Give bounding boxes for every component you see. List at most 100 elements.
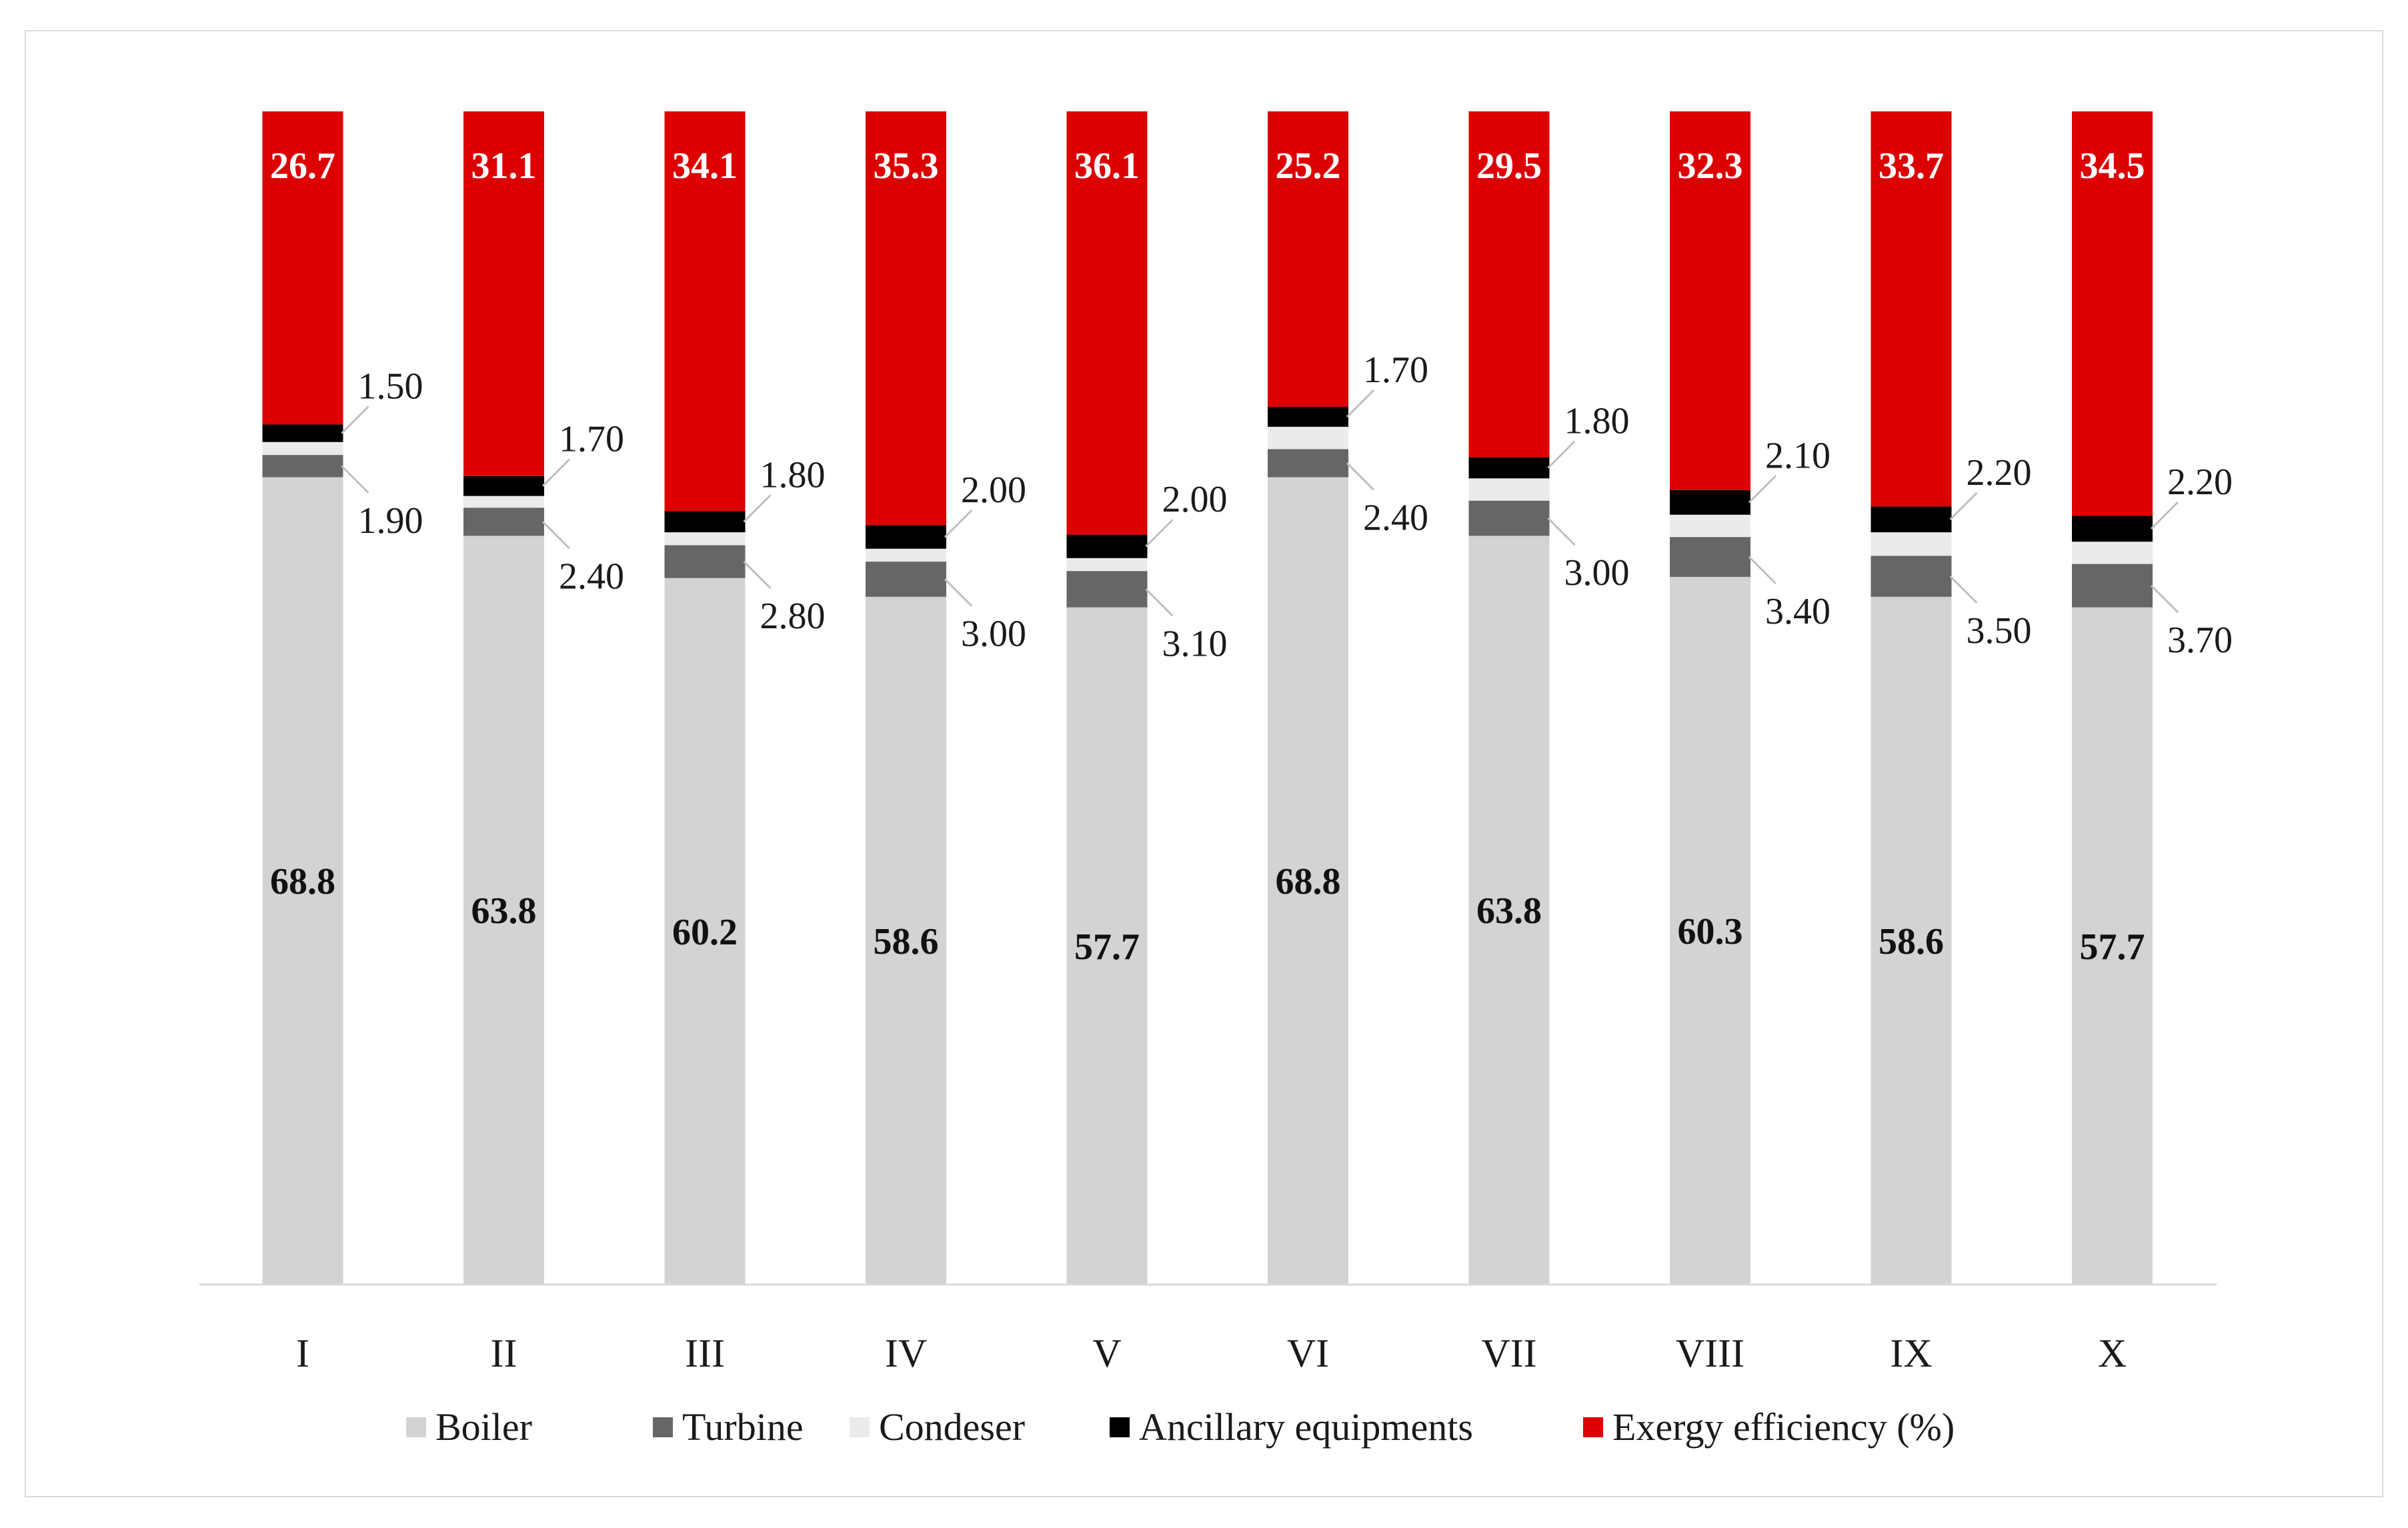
legend-label-exergy-efficiency: Exergy efficiency (%) (1612, 1405, 1955, 1449)
label-turbine-i: 1.90 (358, 500, 423, 542)
label-boiler-vii: 63.8 (1476, 890, 1542, 932)
leader-turbine-iv (944, 578, 973, 607)
label-turbine-v: 3.10 (1162, 623, 1228, 664)
legend-label-turbine: Turbine (682, 1405, 804, 1449)
leader-ancillary-ix (1949, 492, 1978, 520)
bar-ancillary-equipments-vi (1268, 407, 1348, 427)
leader-turbine-vii (1547, 517, 1576, 546)
label-exergy-viii: 32.3 (1678, 145, 1743, 187)
label-turbine-ii: 2.40 (559, 556, 624, 597)
chart-frame: 68.8 26.7 63.8 31.1 60.2 34.1 58.6 35.3 57.7 36.1… (25, 30, 2383, 1497)
legend-swatch-exergy-efficiency (1583, 1417, 1603, 1437)
leader-turbine-ix (1949, 575, 1978, 604)
bar-ancillary-equipments-iv (866, 525, 946, 549)
legend: Boiler Turbine Condeser Ancillary equipment… (406, 1405, 1955, 1449)
label-exergy-v: 36.1 (1074, 145, 1140, 187)
label-boiler-iv: 58.6 (874, 921, 939, 962)
legend-swatch-turbine (653, 1417, 673, 1437)
label-ancillary-iv: 2.00 (961, 470, 1026, 511)
bar-ancillary-equipments-iii (664, 511, 746, 533)
label-turbine-viii: 3.40 (1765, 591, 1831, 632)
leader-ancillary-i (341, 406, 369, 434)
x-tick-vi: VI (1287, 1331, 1329, 1375)
bar-ancillary-equipments-x (2072, 516, 2153, 542)
leader-turbine-ii (541, 521, 571, 550)
x-tick-x: X (2098, 1331, 2127, 1375)
label-turbine-iv: 3.00 (961, 613, 1026, 654)
bar-turbine-v (1066, 571, 1148, 608)
label-exergy-ix: 33.7 (1879, 145, 1944, 187)
callouts-layer: 1.50 1.90 1.70 2.40 1.80 2.80 2.00 3.00 2.00 3.10… (341, 349, 2233, 664)
legend-swatch-condeser (850, 1417, 870, 1437)
bar-condeser-viii (1670, 514, 1750, 538)
legend-swatch-boiler (406, 1417, 426, 1437)
leader-turbine-i (341, 465, 369, 494)
leader-ancillary-v (1145, 519, 1174, 548)
legend-label-condeser: Condeser (879, 1405, 1025, 1449)
bar-exergy-efficiency-i (262, 111, 343, 425)
bar-boiler-v (1066, 607, 1148, 1284)
label-boiler-vi: 68.8 (1276, 861, 1341, 902)
label-turbine-vii: 3.00 (1564, 552, 1630, 594)
bar-turbine-viii (1670, 537, 1750, 577)
leader-turbine-v (1145, 588, 1174, 617)
bar-exergy-efficiency-viii (1670, 111, 1750, 490)
x-tick-vii: VII (1481, 1331, 1536, 1375)
label-turbine-iii: 2.80 (760, 596, 826, 637)
label-boiler-x: 57.7 (2080, 926, 2145, 968)
label-exergy-iii: 34.1 (672, 145, 738, 187)
label-exergy-vi: 25.2 (1276, 145, 1341, 187)
x-tick-i: I (296, 1331, 309, 1375)
leader-turbine-viii (1748, 556, 1777, 585)
label-boiler-v: 57.7 (1074, 926, 1140, 968)
bar-condeser-iv (866, 548, 946, 562)
label-exergy-x: 34.5 (2080, 145, 2145, 187)
legend-swatch-ancillary-equipments (1110, 1417, 1130, 1437)
leader-ancillary-x (2150, 501, 2179, 530)
bar-boiler-ix (1871, 596, 1952, 1284)
bars-layer: 68.8 26.7 63.8 31.1 60.2 34.1 58.6 35.3 57.7 36.1… (262, 111, 2153, 1284)
bar-condeser-vi (1268, 426, 1348, 450)
bar-boiler-vi (1268, 477, 1348, 1284)
leader-ancillary-vii (1547, 440, 1576, 469)
x-tick-labels: I II III IV V VI VII VIII IX X (296, 1331, 2127, 1375)
bar-ancillary-equipments-ix (1871, 506, 1952, 533)
label-ancillary-ix: 2.20 (1967, 452, 2032, 494)
bar-exergy-efficiency-x (2072, 111, 2153, 516)
leader-turbine-vi (1346, 462, 1375, 491)
bar-exergy-efficiency-vi (1268, 111, 1348, 408)
bar-condeser-iii (664, 532, 746, 546)
bar-boiler-i (262, 477, 343, 1284)
label-exergy-i: 26.7 (270, 145, 335, 187)
label-exergy-iv: 35.3 (874, 145, 939, 187)
x-tick-iv: IV (885, 1331, 927, 1375)
bar-ancillary-equipments-i (262, 424, 343, 442)
bar-turbine-iii (664, 545, 746, 578)
label-boiler-viii: 60.3 (1678, 911, 1743, 952)
x-tick-ix: IX (1890, 1331, 1932, 1375)
bar-condeser-v (1066, 558, 1148, 572)
bar-ancillary-equipments-viii (1670, 490, 1750, 515)
label-turbine-ix: 3.50 (1967, 610, 2032, 652)
label-ancillary-vi: 1.70 (1363, 349, 1428, 391)
label-turbine-x: 3.70 (2167, 620, 2233, 661)
bar-turbine-ix (1871, 556, 1952, 597)
label-boiler-i: 68.8 (270, 861, 335, 902)
bar-exergy-efficiency-iii (664, 111, 746, 512)
label-boiler-ii: 63.8 (471, 890, 537, 932)
bar-exergy-efficiency-ix (1871, 111, 1952, 507)
bar-boiler-iii (664, 578, 746, 1284)
bar-exergy-efficiency-ii (463, 111, 544, 476)
label-ancillary-viii: 2.10 (1765, 435, 1831, 476)
label-boiler-iii: 60.2 (672, 912, 738, 953)
bar-turbine-i (262, 455, 343, 478)
x-tick-viii: VIII (1676, 1331, 1744, 1375)
label-ancillary-i: 1.50 (358, 366, 423, 408)
bar-boiler-viii (1670, 576, 1750, 1284)
bar-ancillary-equipments-v (1066, 534, 1148, 558)
bar-turbine-vi (1268, 449, 1348, 478)
label-ancillary-iii: 1.80 (760, 454, 826, 496)
x-tick-iii: III (685, 1331, 725, 1375)
bar-boiler-vii (1468, 536, 1550, 1284)
leader-ancillary-viii (1748, 475, 1777, 504)
